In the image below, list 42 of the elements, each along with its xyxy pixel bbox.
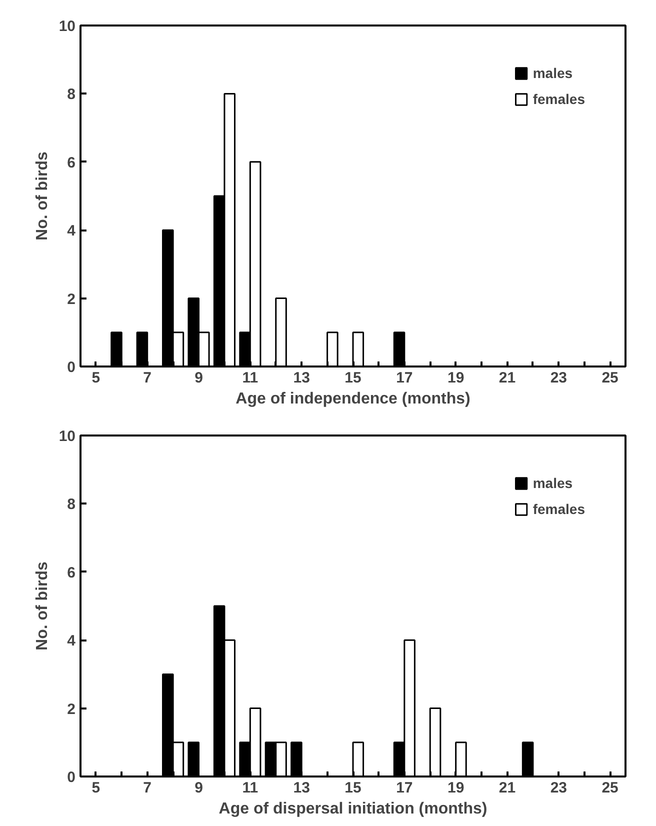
- x-tick-label: 7: [143, 370, 152, 386]
- x-tick-label: 17: [396, 370, 413, 386]
- y-tick-label: 8: [67, 496, 76, 514]
- x-tick-label: 25: [602, 780, 618, 796]
- x-tick-label: 5: [92, 780, 100, 796]
- y-tick-label: 6: [67, 154, 76, 172]
- legend-label: females: [532, 501, 585, 517]
- y-tick-label: 0: [67, 359, 76, 376]
- x-tick-label: 23: [550, 370, 568, 386]
- x-tick-label: 9: [194, 780, 203, 796]
- x-tick-label: 15: [344, 780, 362, 796]
- x-axis-title: Age of independence (months): [236, 390, 470, 408]
- y-tick-label: 2: [67, 700, 76, 718]
- y-tick-label: 6: [67, 564, 76, 582]
- x-tick-label: 13: [293, 370, 310, 386]
- y-tick-label: 2: [67, 290, 76, 308]
- x-tick-label: 15: [344, 370, 362, 386]
- y-tick-label: 8: [67, 86, 76, 104]
- x-tick-label: 17: [396, 780, 413, 796]
- y-tick-label: 4: [67, 632, 76, 650]
- x-tick-label: 11: [242, 370, 258, 386]
- x-tick-label: 9: [194, 370, 203, 386]
- x-tick-label: 19: [447, 780, 464, 796]
- legend-label: males: [532, 475, 573, 491]
- x-tick-label: 23: [550, 780, 568, 796]
- y-axis-title: No. of birds: [34, 151, 51, 240]
- x-tick-label: 21: [498, 780, 516, 796]
- y-tick-label: 10: [58, 18, 76, 35]
- x-tick-label: 19: [447, 370, 464, 386]
- x-tick-label: 5: [92, 370, 100, 386]
- x-tick-label: 25: [602, 370, 618, 386]
- x-tick-label: 21: [498, 370, 516, 386]
- legend-label: males: [532, 65, 573, 81]
- y-axis-title: No. of birds: [34, 561, 51, 650]
- x-tick-label: 13: [293, 780, 310, 796]
- y-tick-label: 0: [67, 769, 76, 786]
- x-tick-label: 11: [242, 780, 258, 796]
- x-tick-label: 7: [143, 780, 152, 796]
- y-tick-label: 4: [67, 222, 76, 240]
- legend-label: females: [532, 91, 585, 107]
- y-tick-label: 10: [58, 428, 76, 445]
- x-axis-title: Age of dispersal initiation (months): [218, 800, 488, 818]
